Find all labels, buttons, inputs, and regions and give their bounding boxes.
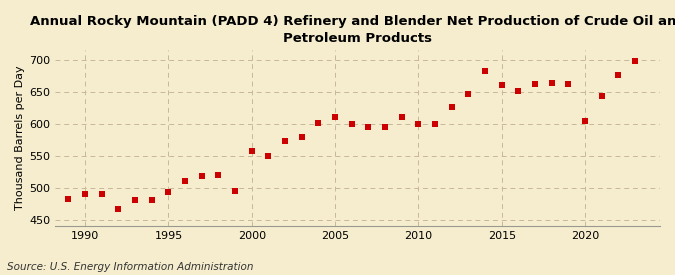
Point xyxy=(563,81,574,86)
Point xyxy=(329,115,340,120)
Point xyxy=(180,179,190,183)
Point xyxy=(496,82,507,87)
Point xyxy=(246,149,257,153)
Point xyxy=(463,92,474,96)
Point xyxy=(80,192,90,196)
Point xyxy=(296,135,307,139)
Point xyxy=(413,122,424,126)
Text: Source: U.S. Energy Information Administration: Source: U.S. Energy Information Administ… xyxy=(7,262,253,272)
Point xyxy=(313,121,324,125)
Point xyxy=(113,207,124,211)
Point xyxy=(530,81,541,86)
Point xyxy=(613,73,624,78)
Point xyxy=(279,139,290,143)
Point xyxy=(630,59,641,63)
Point xyxy=(580,118,591,123)
Point xyxy=(446,104,457,109)
Point xyxy=(163,190,174,194)
Point xyxy=(396,115,407,120)
Point xyxy=(97,192,107,196)
Point xyxy=(379,125,390,129)
Point xyxy=(196,174,207,178)
Y-axis label: Thousand Barrels per Day: Thousand Barrels per Day xyxy=(15,66,25,210)
Point xyxy=(430,122,441,126)
Point xyxy=(596,94,607,98)
Point xyxy=(63,197,74,201)
Point xyxy=(130,197,140,202)
Point xyxy=(480,68,491,73)
Point xyxy=(546,81,557,85)
Title: Annual Rocky Mountain (PADD 4) Refinery and Blender Net Production of Crude Oil : Annual Rocky Mountain (PADD 4) Refinery … xyxy=(30,15,675,45)
Point xyxy=(513,89,524,94)
Point xyxy=(230,189,240,193)
Point xyxy=(146,197,157,202)
Point xyxy=(363,125,374,129)
Point xyxy=(213,173,224,177)
Point xyxy=(263,153,274,158)
Point xyxy=(346,122,357,126)
